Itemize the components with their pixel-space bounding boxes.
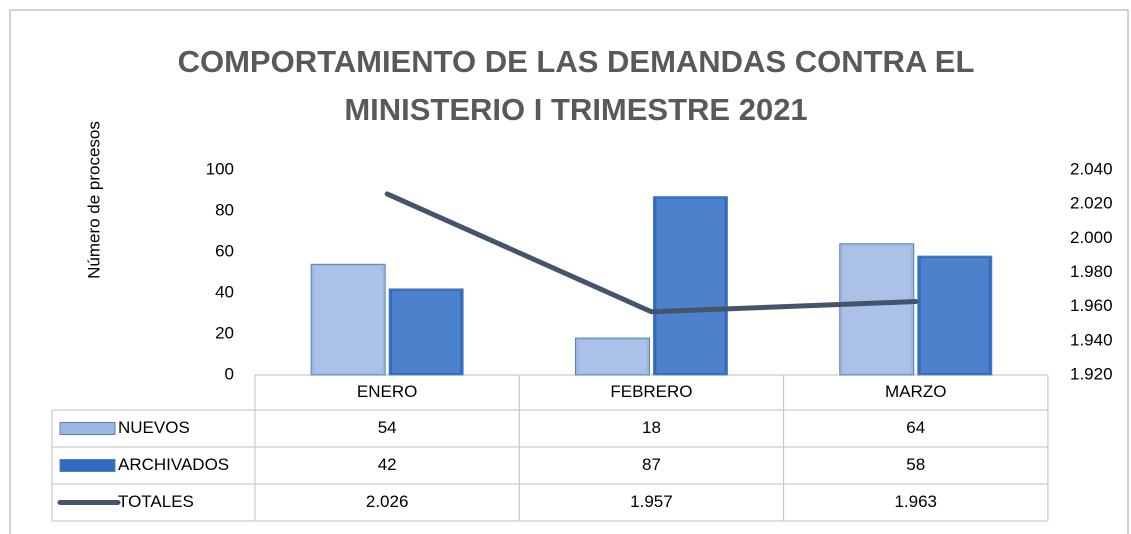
y2-tick-label: 2.020	[1070, 194, 1113, 213]
legend-label: TOTALES	[118, 492, 194, 511]
x-tick-label: ENERO	[357, 382, 417, 401]
bar-shine	[656, 198, 725, 373]
y-axis-title: Número de procesos	[84, 121, 103, 279]
table-value: 54	[378, 418, 397, 437]
table-value: 42	[378, 455, 397, 474]
legend-swatch	[59, 422, 116, 435]
bar	[917, 255, 993, 376]
y-tick-label: 20	[215, 323, 234, 342]
table-value: 87	[642, 455, 661, 474]
table-value: 64	[906, 418, 925, 437]
bar-shine	[920, 258, 989, 373]
bar-shine	[578, 340, 647, 373]
bar	[574, 337, 650, 376]
legend-swatch	[59, 459, 116, 472]
bar	[310, 263, 386, 376]
y2-tick-label: 1.960	[1070, 296, 1113, 315]
legend-label: NUEVOS	[118, 418, 190, 437]
x-tick-label: MARZO	[885, 382, 946, 401]
table-value: 18	[642, 418, 661, 437]
y-tick-label: 100	[206, 159, 234, 178]
x-tick-label: FEBRERO	[610, 382, 692, 401]
bar-shine	[842, 245, 911, 373]
y-tick-label: 80	[215, 200, 234, 219]
y2-tick-label: 2.040	[1070, 159, 1113, 178]
y-tick-label: 60	[215, 241, 234, 260]
line	[384, 191, 919, 315]
bar	[652, 196, 728, 376]
y2-tick-label: 1.980	[1070, 262, 1113, 281]
table-value: 58	[906, 455, 925, 474]
bar-shine	[314, 266, 383, 373]
chart-title: COMPORTAMIENTO DE LAS DEMANDAS CONTRA EL…	[177, 44, 975, 127]
y2-tick-label: 1.940	[1070, 330, 1113, 349]
y-tick-label: 0	[225, 364, 234, 383]
table-value: 1.963	[894, 492, 937, 511]
bar	[839, 243, 915, 376]
table-value: 1.957	[630, 492, 673, 511]
bar	[388, 288, 464, 376]
y2-tick-label: 2.000	[1070, 228, 1113, 247]
y-tick-label: 40	[215, 282, 234, 301]
y2-tick-label: 1.920	[1070, 364, 1113, 383]
table-value: 2.026	[366, 492, 409, 511]
legend-label: ARCHIVADOS	[118, 455, 229, 474]
bar-shine	[392, 290, 461, 373]
chart-frame	[9, 9, 1129, 534]
